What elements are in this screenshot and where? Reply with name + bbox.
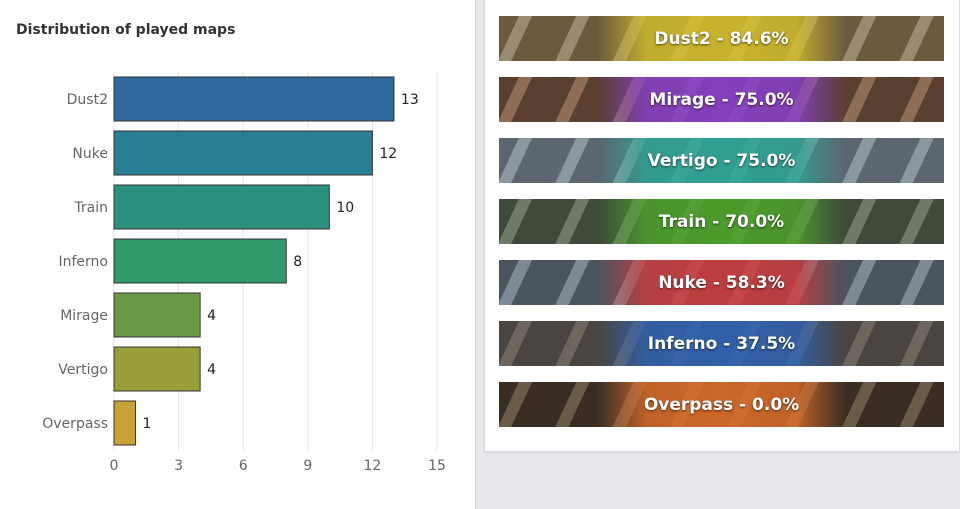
map-winrate-label: Nuke - 58.3%	[658, 272, 785, 293]
category-label: Dust2	[67, 92, 108, 108]
map-winrate-label: Inferno - 37.5%	[647, 333, 796, 354]
category-label: Overpass	[42, 416, 108, 432]
x-tick-label: 9	[303, 458, 312, 474]
category-label: Train	[73, 200, 108, 216]
data-label: 13	[401, 92, 419, 108]
map-winrate-panel: Dust2 - 84.6% Mirage - 75.0% Vertigo - 75.…	[484, 0, 960, 452]
x-tick-label: 15	[428, 458, 446, 474]
map-winrate-label: Overpass - 0.0%	[643, 394, 800, 415]
x-tick-label: 12	[363, 458, 381, 474]
map-winrate-label: Vertigo - 75.0%	[647, 150, 796, 171]
bar-overpass[interactable]	[113, 400, 137, 446]
winrate-color-band	[596, 16, 847, 61]
bar-train[interactable]	[113, 184, 330, 230]
map-banner: Nuke - 58.3%	[499, 260, 944, 305]
map-banner: Train - 70.0%	[499, 199, 944, 244]
map-banner: Inferno - 37.5%	[499, 321, 944, 366]
winrate-color-band	[596, 382, 847, 427]
winrate-color-band	[596, 138, 847, 183]
chart-title: Distribution of played maps	[16, 22, 236, 38]
bar-nuke[interactable]	[113, 130, 373, 176]
x-tick-label: 3	[174, 458, 183, 474]
x-tick-label: 0	[110, 458, 119, 474]
bar-mirage[interactable]	[113, 292, 201, 338]
data-label: 4	[207, 308, 216, 324]
bar-inferno[interactable]	[113, 238, 287, 284]
map-banner: Overpass - 0.0%	[499, 382, 944, 427]
data-label: 10	[336, 200, 354, 216]
map-banner: Dust2 - 84.6%	[499, 16, 944, 61]
bar-chart: 0 3 6 9 12 15 Dust2 13 Nuke 12 Train 10 Inferno 8 Mira…	[42, 72, 446, 474]
category-label: Vertigo	[58, 362, 108, 378]
winrate-color-band	[596, 77, 847, 122]
winrate-color-band	[596, 321, 847, 366]
winrate-color-band	[596, 199, 847, 244]
map-banner: Vertigo - 75.0%	[499, 138, 944, 183]
data-label: 4	[207, 362, 216, 378]
data-label: 1	[143, 416, 152, 432]
category-label: Mirage	[60, 308, 108, 324]
map-winrate-label: Dust2 - 84.6%	[654, 28, 789, 49]
bar-dust2[interactable]	[113, 76, 395, 122]
map-winrate-label: Mirage - 75.0%	[649, 89, 794, 110]
map-banner: Mirage - 75.0%	[499, 77, 944, 122]
category-label: Inferno	[59, 254, 109, 270]
category-label: Nuke	[72, 146, 108, 162]
map-winrate-label: Train - 70.0%	[658, 211, 785, 232]
winrate-color-band	[596, 260, 847, 305]
bar-vertigo[interactable]	[113, 346, 201, 392]
data-label: 12	[379, 146, 397, 162]
data-label: 8	[293, 254, 302, 270]
chart-panel: Distribution of played maps 0 3 6 9 12 15 Dust…	[0, 0, 476, 509]
x-tick-label: 6	[239, 458, 248, 474]
